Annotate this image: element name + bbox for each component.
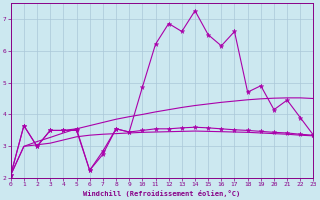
X-axis label: Windchill (Refroidissement éolien,°C): Windchill (Refroidissement éolien,°C): [84, 190, 241, 197]
